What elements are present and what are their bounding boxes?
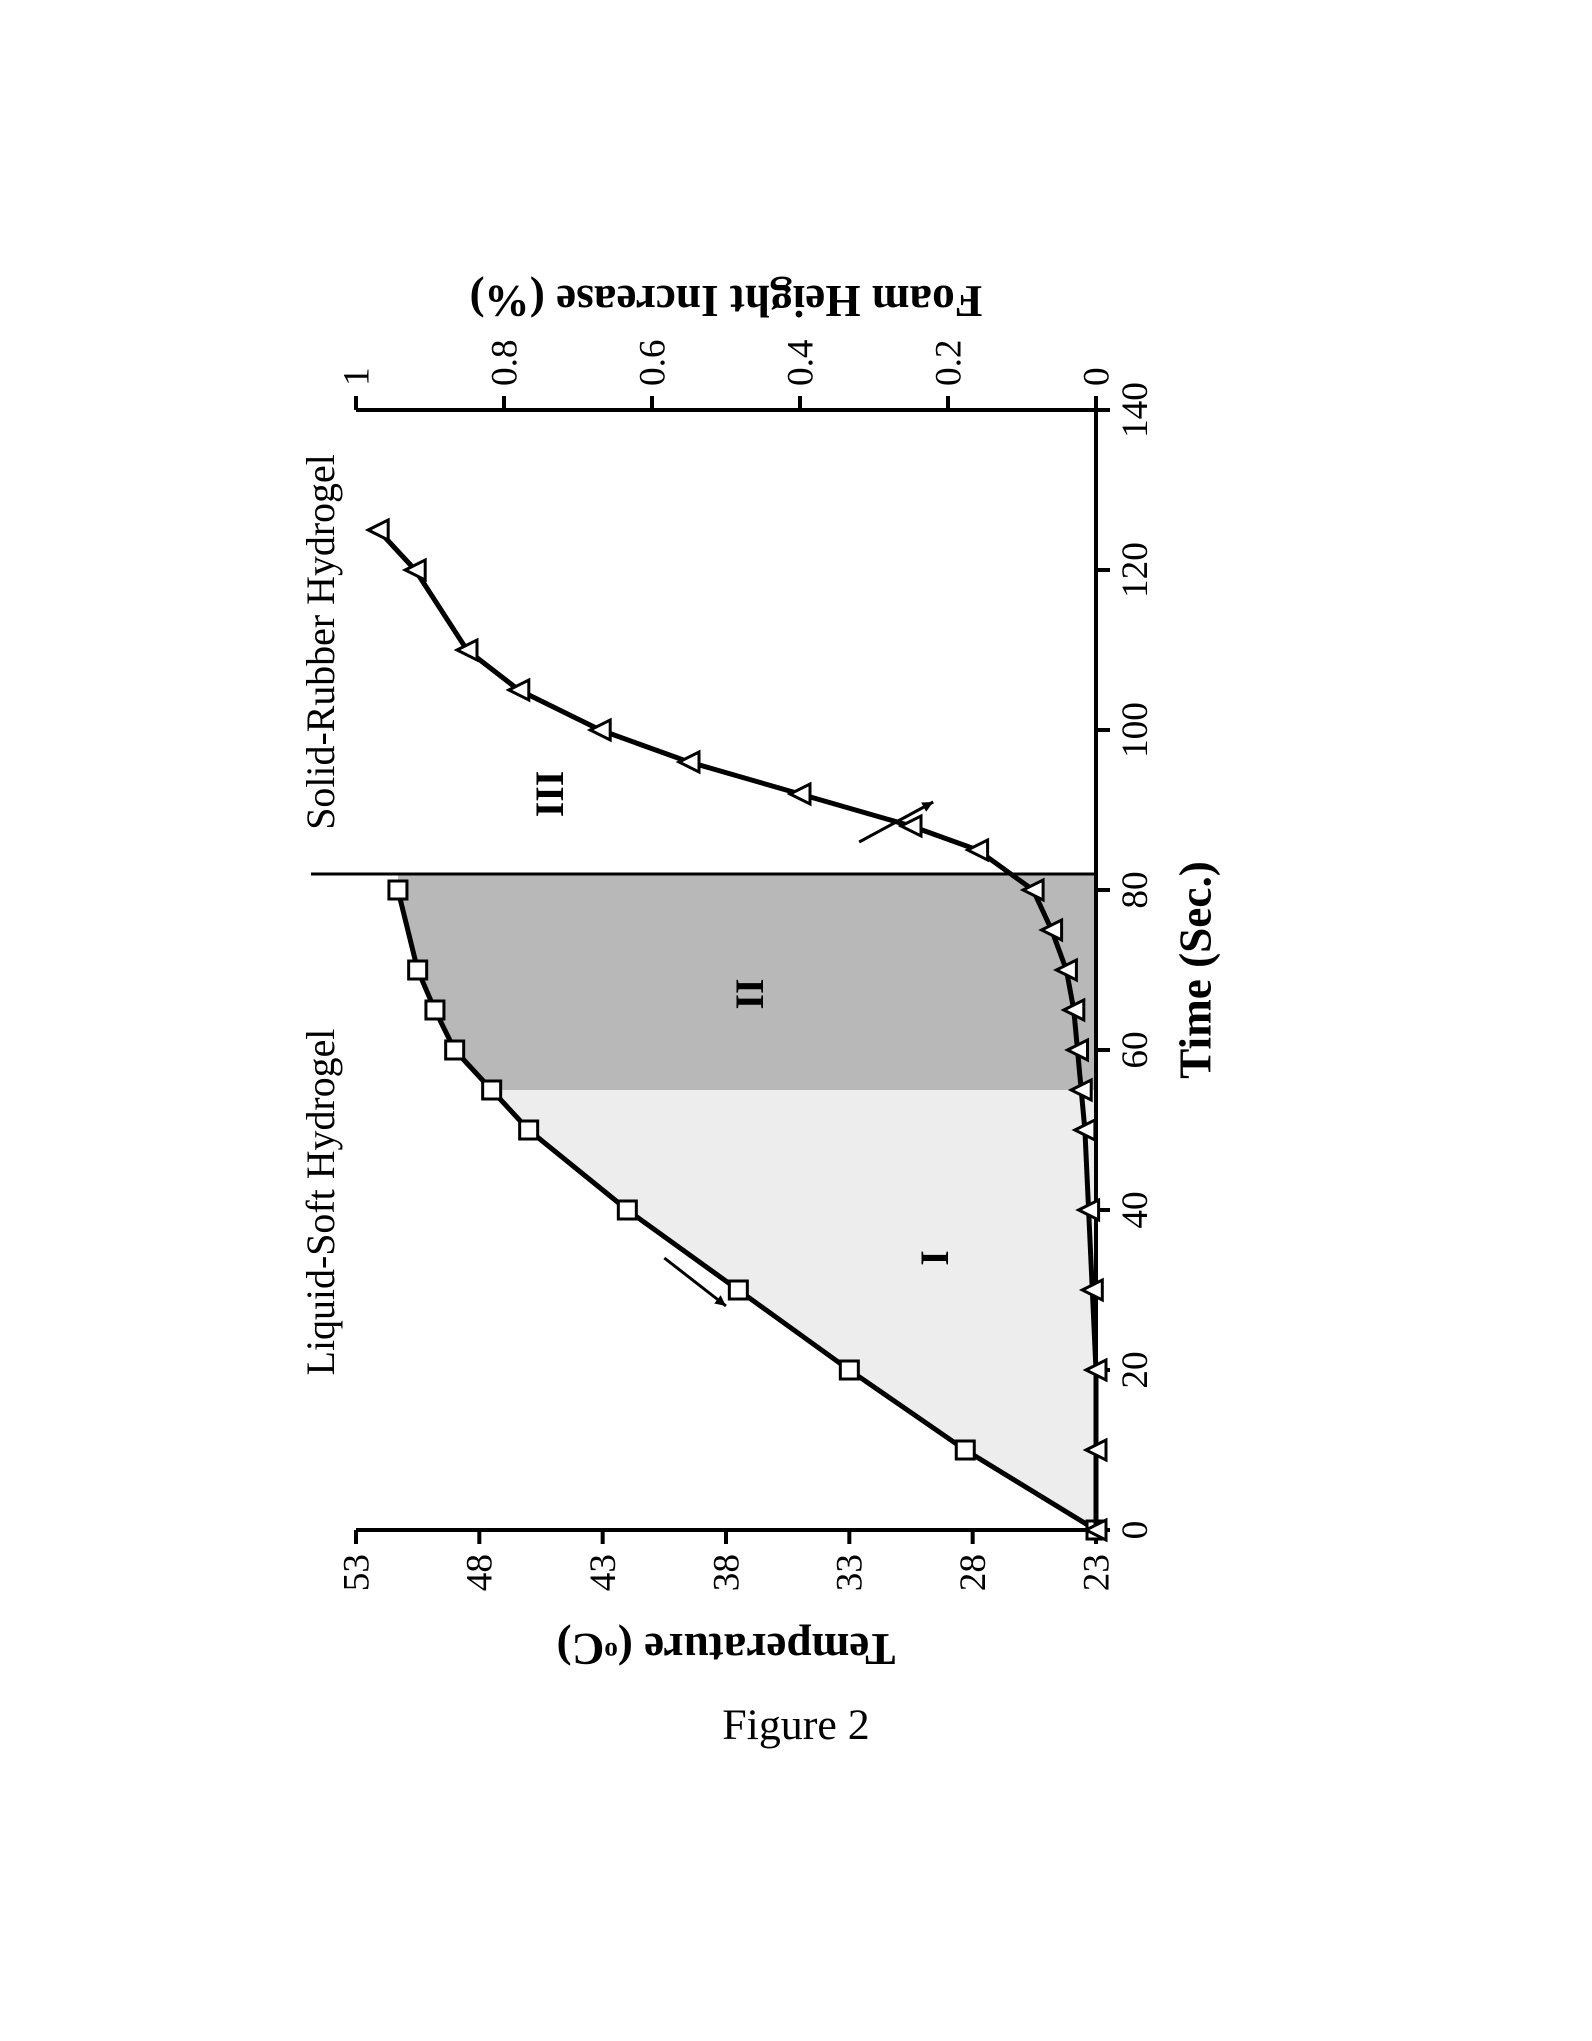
marker-square (956, 1441, 974, 1459)
marker-square (729, 1281, 747, 1299)
yleft-tick-label: 33 (830, 1554, 871, 1591)
x-tick-label: 0 (1115, 1520, 1156, 1539)
yleft-tick-label: 38 (706, 1554, 747, 1591)
region-I (492, 1090, 1096, 1530)
x-tick-label: 140 (1115, 382, 1156, 438)
x-axis-title: Time (Sec.) (1170, 861, 1220, 1079)
marker-square (426, 1001, 444, 1019)
marker-square (618, 1201, 636, 1219)
yright-tick-label: 0.8 (484, 339, 525, 386)
x-tick-label: 80 (1115, 871, 1156, 908)
top-annot: Solid-Rubber Hydrogel (298, 454, 343, 830)
marker-square (446, 1041, 464, 1059)
marker-triangle (679, 752, 699, 772)
marker-triangle (790, 784, 810, 804)
marker-triangle (368, 520, 388, 540)
x-tick-label: 120 (1115, 542, 1156, 598)
yright-tick-label: 0.4 (780, 339, 821, 386)
region-label-III: III (527, 770, 572, 817)
marker-square (520, 1121, 538, 1139)
top-annot: Liquid-Soft Hydrogel (298, 1028, 343, 1375)
yleft-tick-label: 28 (953, 1554, 994, 1591)
yright-tick-label: 0.2 (928, 339, 969, 386)
marker-square (840, 1361, 858, 1379)
yright-tick-label: 0 (1076, 367, 1117, 386)
yright-axis-title: Foam Height Increase (%) (470, 276, 983, 326)
x-tick-label: 20 (1115, 1351, 1156, 1388)
region-label-II: II (727, 978, 772, 1009)
marker-triangle (968, 840, 988, 860)
chart-upright: 0 20 40 60 80 100 120 140 Time (Sec.) 23 28 33 38 43 4… (286, 220, 1306, 1720)
yleft-tick-label: 43 (583, 1554, 624, 1591)
figure-caption: Figure 2 (0, 1700, 1592, 1750)
marker-square (483, 1081, 501, 1099)
x-tick-label: 100 (1115, 702, 1156, 758)
yright-tick-label: 1 (336, 367, 377, 386)
page: 0 20 40 60 80 100 120 140 Time (Sec.) 23 28 33 38 43 4… (0, 0, 1592, 2041)
x-tick-label: 60 (1115, 1031, 1156, 1068)
x-tick-label: 40 (1115, 1191, 1156, 1228)
yleft-tick-label: 23 (1076, 1554, 1117, 1591)
yleft-tick-label: 53 (336, 1554, 377, 1591)
marker-square (409, 961, 427, 979)
yright-tick-label: 0.6 (632, 339, 673, 386)
yleft-axis-title: Temperature (oC) (557, 1624, 896, 1674)
yleft-tick-label: 48 (460, 1554, 501, 1591)
chart-svg: 0 20 40 60 80 100 120 140 Time (Sec.) 23 28 33 38 43 4… (286, 220, 1306, 1720)
marker-triangle (590, 720, 610, 740)
marker-square (389, 881, 407, 899)
region-label-I: I (912, 1250, 957, 1266)
chart-rotated-wrapper: 0 20 40 60 80 100 120 140 Time (Sec.) 23 28 33 38 43 4… (286, 220, 1306, 1720)
